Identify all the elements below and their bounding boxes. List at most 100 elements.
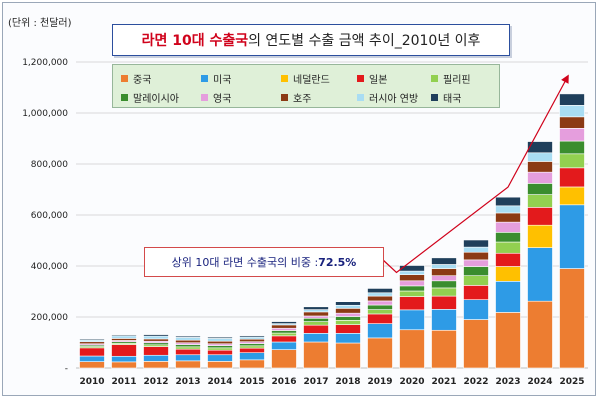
bar-segment (79, 347, 105, 357)
legend-swatch (431, 94, 438, 101)
legend-item: 말레이시아 (121, 90, 179, 105)
bar-segment (111, 338, 137, 341)
bar-segment (303, 333, 329, 343)
bar-segment (303, 306, 329, 310)
bar-segment (335, 304, 361, 309)
bar-segment (495, 232, 521, 243)
bar-segment (271, 335, 297, 343)
bar-segment (367, 304, 393, 310)
bar-segment (111, 355, 137, 363)
bar-segment (495, 312, 521, 369)
legend-label: 영국 (213, 94, 232, 105)
bar-segment (399, 290, 425, 297)
bar-segment (399, 265, 425, 272)
bar-segment (463, 246, 489, 253)
chart-title: 라면 10대 수출국 의 연도별 수출 금액 추이_2010년 이후 (112, 24, 510, 56)
x-tick-label: 2010 (79, 377, 104, 387)
bar-segment (207, 340, 233, 345)
bar-segment (463, 266, 489, 276)
bar-segment (175, 335, 201, 338)
bar-segment (79, 361, 105, 369)
axis-layer: - 200,000 400,000 600,000 800,000 1,000,000 1,… (22, 58, 584, 387)
bar-segment (399, 274, 425, 282)
bar-segment (463, 285, 489, 300)
bar-segment (271, 324, 297, 329)
bar-segment (239, 359, 265, 369)
bar-segment (559, 153, 585, 169)
bar-segment (527, 171, 553, 184)
legend-label: 말레이시아 (133, 94, 179, 105)
bar-segment (143, 346, 169, 356)
bar-segment (111, 361, 137, 369)
bar-segment (335, 324, 361, 334)
legend-label: 러시아 연방 (369, 94, 419, 105)
bar-segment (431, 309, 457, 331)
bar-segment (303, 321, 329, 326)
bar-segment (239, 335, 265, 338)
legend-item: 호주 (281, 90, 311, 105)
bar-segment (431, 268, 457, 276)
bar-segment (143, 334, 169, 337)
x-tick-label: 2012 (143, 377, 168, 387)
y-tick-label: 200,000 (31, 313, 68, 323)
bar-segment (303, 315, 329, 319)
legend-swatch (201, 94, 208, 101)
x-tick-label: 2021 (431, 377, 456, 387)
bar-segment (367, 323, 393, 339)
bar-segment (335, 308, 361, 314)
bar-segment (303, 311, 329, 317)
bar-segment (399, 309, 425, 331)
x-tick-label: 2024 (527, 377, 552, 387)
legend-swatch (357, 75, 364, 82)
legend-swatch (281, 94, 288, 101)
bar-segment (335, 301, 361, 306)
bar-segment (175, 337, 201, 341)
bar-segment (239, 352, 265, 361)
bar-segment (431, 275, 457, 282)
legend-item: 러시아 연방 (357, 90, 418, 105)
bar-segment (463, 251, 489, 261)
bar-segment (559, 128, 585, 142)
bar-segment (143, 338, 169, 342)
bar-segment (399, 285, 425, 292)
bar-segment (527, 247, 553, 302)
bar-segment (559, 167, 585, 188)
bar-segment (527, 300, 553, 369)
bar-segment (143, 361, 169, 369)
bar-segment (559, 204, 585, 269)
legend-item: 영국 (201, 90, 231, 105)
bar-segment (239, 338, 265, 343)
x-tick-label: 2023 (495, 377, 520, 387)
bar-segment (463, 275, 489, 286)
bar-segment (111, 344, 137, 357)
bar-segment (431, 257, 457, 265)
bar-segment (527, 141, 553, 154)
bar-segment (335, 320, 361, 325)
bar-segment (559, 93, 585, 106)
bar-segment (527, 183, 553, 195)
bar-segment (271, 330, 297, 334)
legend-swatch (201, 75, 208, 82)
bar-segment (559, 116, 585, 129)
x-tick-label: 2011 (111, 377, 136, 387)
bar-segment (367, 309, 393, 315)
legend-label: 중국 (133, 75, 152, 86)
x-tick-label: 2022 (463, 377, 488, 387)
x-tick-label: 2019 (367, 377, 392, 387)
bar-segment (495, 280, 521, 313)
bar-segment (399, 280, 425, 287)
bar-segment (335, 342, 361, 369)
bar-segment (463, 259, 489, 267)
share-callout-value: 72.5% (318, 255, 357, 269)
bar-segment (399, 329, 425, 369)
legend-label: 일본 (369, 75, 388, 86)
bar-segment (335, 316, 361, 321)
bar-segment (495, 221, 521, 233)
legend-swatch (121, 94, 128, 101)
bar-segment (239, 345, 265, 349)
bar-segment (271, 341, 297, 350)
x-tick-label: 2020 (399, 377, 424, 387)
bar-segment (431, 264, 457, 269)
legend: 중국 미국 네덜란드 일본 필리핀 말레이시아 영국 호주 러시아 연방 태국 (112, 64, 500, 108)
